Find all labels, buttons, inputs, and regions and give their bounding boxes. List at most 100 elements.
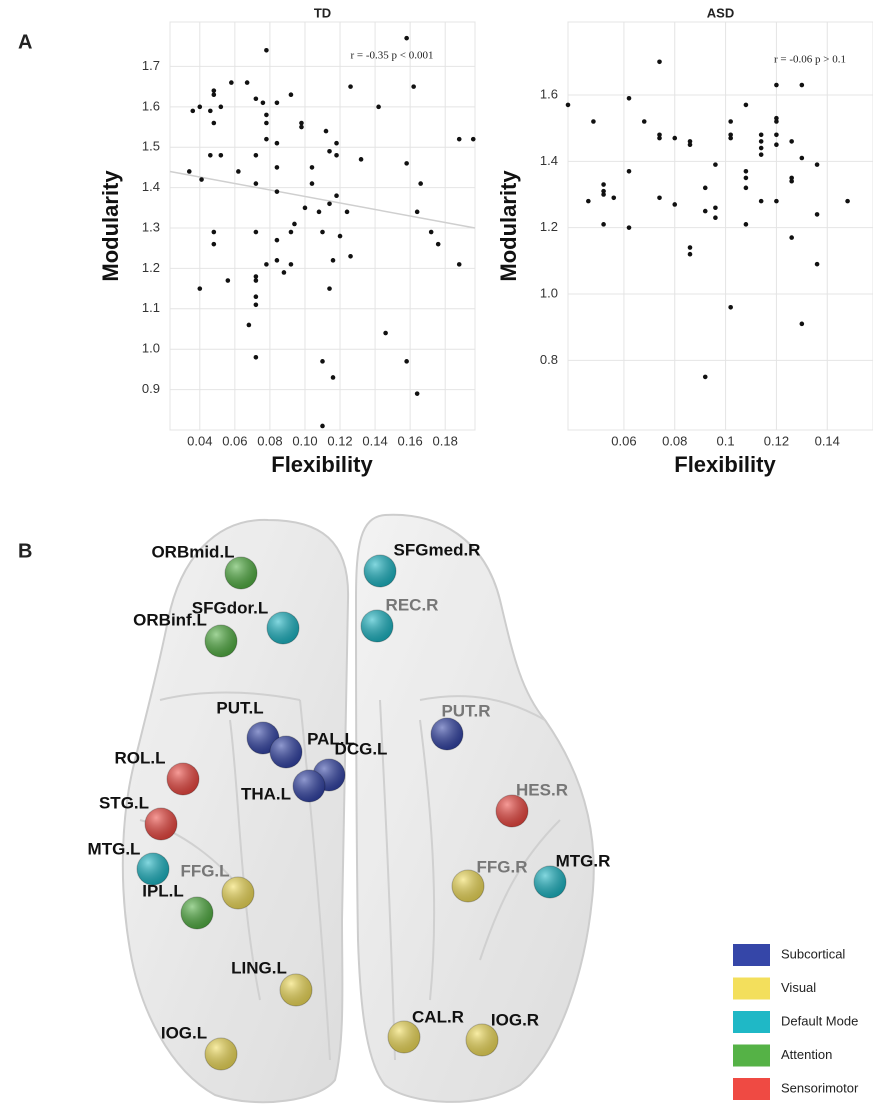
- point: [774, 115, 779, 121]
- point: [327, 286, 332, 291]
- y-axis-label: Modularity: [496, 170, 521, 282]
- point: [758, 139, 764, 144]
- y-tick-label: 1.2: [540, 219, 558, 234]
- node-shade: [267, 612, 299, 644]
- x-tick-label: 0.1: [717, 433, 735, 448]
- point: [814, 162, 820, 167]
- point: [274, 189, 280, 194]
- y-tick-label: 1.4: [540, 153, 558, 168]
- point: [299, 124, 304, 130]
- point: [657, 195, 662, 201]
- point: [197, 286, 203, 291]
- node-label: HES.R: [516, 780, 568, 799]
- point: [383, 330, 388, 336]
- node-label: MTG.L: [88, 839, 141, 858]
- point: [728, 304, 733, 310]
- point: [702, 374, 708, 380]
- point: [264, 136, 269, 142]
- node-label: PAL.L: [307, 729, 355, 748]
- point: [208, 108, 213, 114]
- node-shade: [247, 722, 279, 754]
- point: [330, 258, 336, 263]
- point: [253, 274, 259, 279]
- node-shade: [496, 795, 528, 827]
- node-label: FFG.L: [180, 861, 229, 880]
- node-shade: [364, 555, 396, 587]
- point: [774, 119, 779, 124]
- point: [626, 95, 632, 101]
- point: [418, 181, 423, 186]
- annotation: r = -0.06 p > 0.1: [774, 54, 846, 66]
- point: [702, 208, 708, 214]
- node-shade: [137, 853, 169, 885]
- node-label: REC.R: [386, 595, 439, 614]
- plot-area: [567, 21, 873, 431]
- point: [299, 120, 304, 126]
- point: [208, 153, 213, 158]
- point: [211, 88, 217, 93]
- node-label: IPL.L: [142, 881, 184, 900]
- point: [337, 233, 343, 239]
- node-label: DCG.L: [335, 739, 388, 758]
- point: [211, 229, 217, 235]
- point: [218, 153, 224, 158]
- point: [641, 119, 647, 124]
- point: [789, 178, 794, 184]
- point: [687, 245, 693, 250]
- point: [358, 157, 364, 162]
- point: [344, 209, 350, 215]
- point: [320, 423, 325, 429]
- y-tick-label: 1.3: [142, 219, 160, 234]
- plot-area: [169, 21, 476, 431]
- point: [774, 198, 779, 204]
- point: [334, 193, 339, 199]
- y-tick-label: 1.0: [540, 285, 558, 300]
- point: [601, 182, 606, 187]
- legend-swatch: [733, 1044, 770, 1067]
- point: [330, 375, 336, 380]
- node-label: IOG.R: [491, 1010, 539, 1029]
- point: [456, 262, 462, 267]
- point: [236, 169, 241, 174]
- point: [601, 192, 606, 197]
- legend-swatch: [733, 944, 770, 966]
- x-tick-label: 0.08: [662, 433, 687, 448]
- point: [626, 225, 632, 230]
- point: [435, 241, 441, 247]
- point: [288, 262, 294, 267]
- point: [253, 153, 259, 158]
- point: [456, 136, 462, 142]
- node-label: SFGdor.L: [192, 598, 269, 617]
- point: [789, 139, 794, 144]
- node-shade: [361, 610, 393, 642]
- point: [626, 168, 632, 174]
- node-shade: [181, 897, 213, 929]
- point: [253, 229, 259, 235]
- point: [774, 82, 779, 88]
- point: [814, 261, 820, 267]
- node-shade: [466, 1024, 498, 1056]
- y-tick-label: 1.2: [142, 260, 160, 275]
- point: [657, 132, 662, 138]
- point: [657, 135, 662, 141]
- x-tick-label: 0.08: [257, 433, 282, 448]
- point: [404, 359, 409, 364]
- node-shade: [205, 625, 237, 657]
- x-tick-label: 0.10: [292, 433, 317, 448]
- brain-outline: [121, 513, 595, 1104]
- point: [348, 253, 353, 259]
- x-tick-label: 0.16: [397, 433, 422, 448]
- point: [320, 229, 325, 235]
- point: [743, 168, 749, 174]
- point: [197, 104, 203, 110]
- point: [411, 84, 416, 89]
- point: [713, 215, 718, 221]
- point: [743, 102, 749, 108]
- point: [186, 169, 192, 174]
- point: [702, 185, 708, 191]
- point: [743, 222, 749, 227]
- point: [814, 212, 820, 217]
- point: [743, 175, 749, 181]
- x-tick-label: 0.14: [815, 433, 840, 448]
